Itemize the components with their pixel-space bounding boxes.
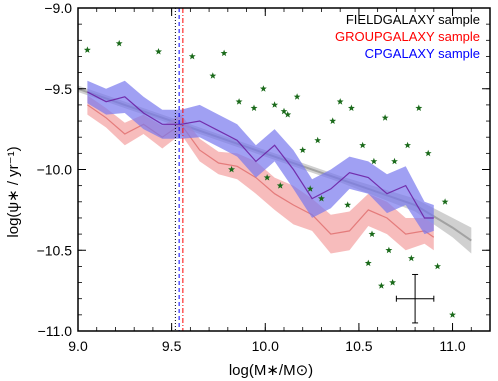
- star-point: [368, 230, 376, 237]
- star-point: [293, 93, 301, 100]
- star-point: [370, 157, 378, 165]
- star-point: [329, 117, 337, 124]
- y-tick-label: −9.5: [44, 81, 72, 97]
- star-point: [407, 254, 415, 262]
- star-point: [344, 201, 352, 208]
- star-point: [271, 101, 279, 108]
- star-point: [389, 278, 396, 286]
- star-point: [260, 85, 267, 92]
- x-tick-label: 11.0: [439, 338, 465, 354]
- star-point: [336, 98, 344, 105]
- star-point: [318, 195, 325, 202]
- star-point: [378, 282, 385, 289]
- star-point: [404, 141, 411, 149]
- x-tick-label: 9.0: [68, 338, 88, 354]
- star-point: [235, 98, 243, 105]
- legend-entry-0: FIELDGALAXY sample: [346, 12, 480, 27]
- star-point: [299, 146, 307, 153]
- star-point: [280, 107, 288, 115]
- star-point: [250, 104, 258, 111]
- x-axis-label: log(M∗/M⊙): [229, 362, 313, 379]
- star-point: [359, 141, 367, 149]
- series-layer: [77, 80, 472, 254]
- legend-entry-1: GROUPGALAXY sample: [335, 29, 480, 44]
- star-point: [220, 49, 228, 57]
- star-point: [306, 185, 314, 192]
- star-point: [348, 104, 355, 111]
- y-tick-label: −11.0: [38, 323, 73, 339]
- star-point: [155, 48, 162, 55]
- star-point: [434, 262, 441, 270]
- series-line-2: [87, 91, 434, 219]
- legend: FIELDGALAXY sample GROUPGALAXY sample CPGA…: [335, 12, 480, 61]
- star-point: [449, 311, 456, 318]
- star-point: [424, 149, 432, 157]
- y-tick-label: −10.0: [37, 162, 73, 178]
- star-point: [391, 157, 398, 165]
- x-tick-label: 10.5: [345, 338, 372, 354]
- star-point: [284, 111, 292, 118]
- y-tick-label: −10.5: [37, 242, 73, 258]
- threshold-lines: [174, 8, 184, 331]
- star-point: [209, 72, 217, 79]
- legend-entry-2: CPGALAXY sample: [365, 46, 480, 61]
- y-axis-label: log(ψ∗ / yr⁻¹): [5, 146, 22, 237]
- star-point: [263, 174, 271, 181]
- x-tick-label: 10.0: [252, 338, 279, 354]
- star-point: [441, 198, 449, 205]
- y-tick-label: −9.0: [44, 0, 72, 16]
- x-tick-label: 9.5: [162, 338, 182, 354]
- star-point: [364, 259, 372, 267]
- star-point: [188, 52, 196, 60]
- star-point: [314, 136, 322, 144]
- star-point: [228, 165, 235, 173]
- star-point: [83, 46, 91, 53]
- scatter-points: [83, 39, 456, 318]
- star-point: [385, 246, 393, 254]
- star-point: [276, 182, 284, 189]
- star-point: [415, 104, 423, 111]
- error-bar: [395, 273, 435, 324]
- star-point: [115, 39, 123, 47]
- axes: 9.0 9.5 10.0 10.5 11.0 −9.0 −9.5 −10.0 −10.5 −11.…: [37, 0, 491, 354]
- star-point: [381, 114, 389, 121]
